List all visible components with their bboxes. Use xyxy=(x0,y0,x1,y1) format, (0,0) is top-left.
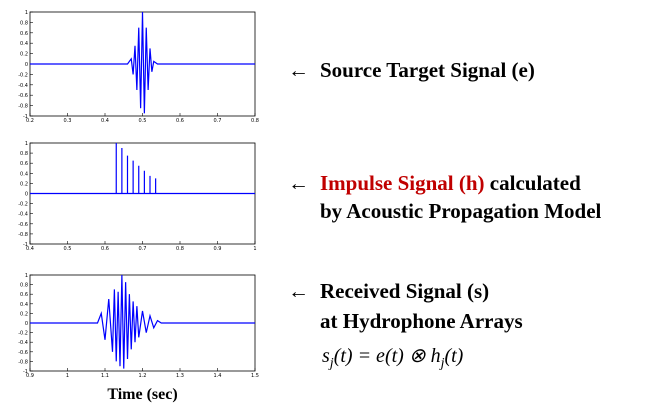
y-tick-label: -0.6 xyxy=(18,350,28,356)
arrow: ← xyxy=(288,58,309,82)
arrow: ← xyxy=(288,279,309,303)
y-tick-label: 0.6 xyxy=(20,161,28,167)
y-tick-label: 1 xyxy=(25,141,28,147)
x-tick-label: 0.4 xyxy=(26,246,34,252)
x-tick-label: 0.8 xyxy=(176,246,184,252)
received-line2: at Hydrophone Arrays xyxy=(320,309,523,333)
y-tick-label: 0 xyxy=(25,321,28,327)
y-tick-label: 1 xyxy=(25,10,28,16)
chart: 10.80.60.40.20-0.2-0.4-0.6-0.8-10.4 0.5 0.… xyxy=(18,141,256,252)
signal-line xyxy=(30,11,255,114)
formula-sub: j xyxy=(328,356,334,371)
x-tick-label: 0.9 xyxy=(214,246,222,252)
impulse-red: Impulse Signal (h) xyxy=(320,171,485,195)
y-tick-label: 0.8 xyxy=(20,283,28,289)
y-tick-label: -0.6 xyxy=(18,93,28,99)
x-tick-label: 1.2 xyxy=(139,373,147,379)
y-tick-label: -0.2 xyxy=(18,72,28,78)
y-tick-label: -0.8 xyxy=(18,359,28,365)
y-tick-label: -1 xyxy=(23,369,28,375)
x-tick-label: 1.5 xyxy=(251,373,259,379)
y-tick-label: -0.2 xyxy=(18,331,28,337)
impulse-line2: by Acoustic Propagation Model xyxy=(320,199,602,223)
formula-sub: j xyxy=(439,356,445,371)
y-tick-label: 0.2 xyxy=(20,52,28,58)
arrow: ← xyxy=(288,171,309,195)
y-tick-label: 0 xyxy=(25,192,28,198)
y-tick-label: -0.4 xyxy=(18,212,28,218)
formula: sj(t) = e(t) ⊗ hj(t) xyxy=(322,345,464,371)
y-tick-label: 0.6 xyxy=(20,292,28,298)
y-tick-label: -0.4 xyxy=(18,83,28,89)
formula-part: (t) xyxy=(444,345,463,367)
x-tick-label: 0.9 xyxy=(26,373,34,379)
y-tick-label: -0.4 xyxy=(18,340,28,346)
y-tick-label: 0.6 xyxy=(20,31,28,37)
y-tick-label: 0.8 xyxy=(20,151,28,157)
x-tick-label: 0.2 xyxy=(26,118,34,124)
y-tick-label: -0.6 xyxy=(18,222,28,228)
y-tick-label: 0.8 xyxy=(20,20,28,26)
x-tick-label: 0.7 xyxy=(139,246,147,252)
x-tick-label: 0.4 xyxy=(101,118,109,124)
x-tick-label: 1 xyxy=(66,373,69,379)
y-tick-label: -1 xyxy=(23,242,28,248)
y-tick-label: -0.2 xyxy=(18,202,28,208)
source-label: Source Target Signal (e) xyxy=(320,58,535,82)
received-line1: Received Signal (s) xyxy=(320,279,489,303)
y-tick-label: 1 xyxy=(25,273,28,279)
y-tick-label: 0.4 xyxy=(20,171,28,177)
y-tick-label: 0 xyxy=(25,62,28,68)
x-tick-label: 0.6 xyxy=(176,118,184,124)
impulse-label: Impulse Signal (h) calculated xyxy=(320,171,581,195)
chart: 1 0.8 0.6 0.4 0.2 0 -0.2 -0.4 -0.6 -0.8 -10.9 1 1.1 1… xyxy=(18,273,259,403)
y-tick-label: 0.2 xyxy=(20,181,28,187)
x-tick-label: 1.1 xyxy=(101,373,109,379)
x-tick-label: 0.3 xyxy=(64,118,72,124)
x-tick-label: 0.5 xyxy=(139,118,147,124)
x-tick-label: 1.3 xyxy=(176,373,184,379)
y-tick-label: 0.4 xyxy=(20,302,28,308)
x-tick-label: 0.7 xyxy=(214,118,222,124)
x-tick-label: 1.4 xyxy=(214,373,222,379)
impulse-rest: calculated xyxy=(485,171,582,195)
formula-part: s xyxy=(322,345,330,367)
chart: 10.80.60.40.20-0.2-0.4-0.6-0.8-10.2 0.3 0.… xyxy=(18,10,259,124)
labels: ← Source Target Signal (e) ← Impulse Sig… xyxy=(288,58,602,371)
signal-line xyxy=(30,143,255,195)
signal-line xyxy=(30,274,255,369)
y-tick-label: -1 xyxy=(23,114,28,120)
y-tick-label: 0.2 xyxy=(20,311,28,317)
y-tick-label: -0.8 xyxy=(18,104,28,110)
x-tick-label: 0.8 xyxy=(251,118,259,124)
formula-part: (t) = e(t) ⊗ h xyxy=(334,345,441,367)
x-axis-label: Time (sec) xyxy=(107,386,177,403)
y-tick-label: 0.4 xyxy=(20,41,28,47)
y-tick-label: -0.8 xyxy=(18,232,28,238)
x-tick-label: 0.6 xyxy=(101,246,109,252)
x-tick-label: 0.5 xyxy=(64,246,72,252)
x-tick-label: 1 xyxy=(253,246,256,252)
